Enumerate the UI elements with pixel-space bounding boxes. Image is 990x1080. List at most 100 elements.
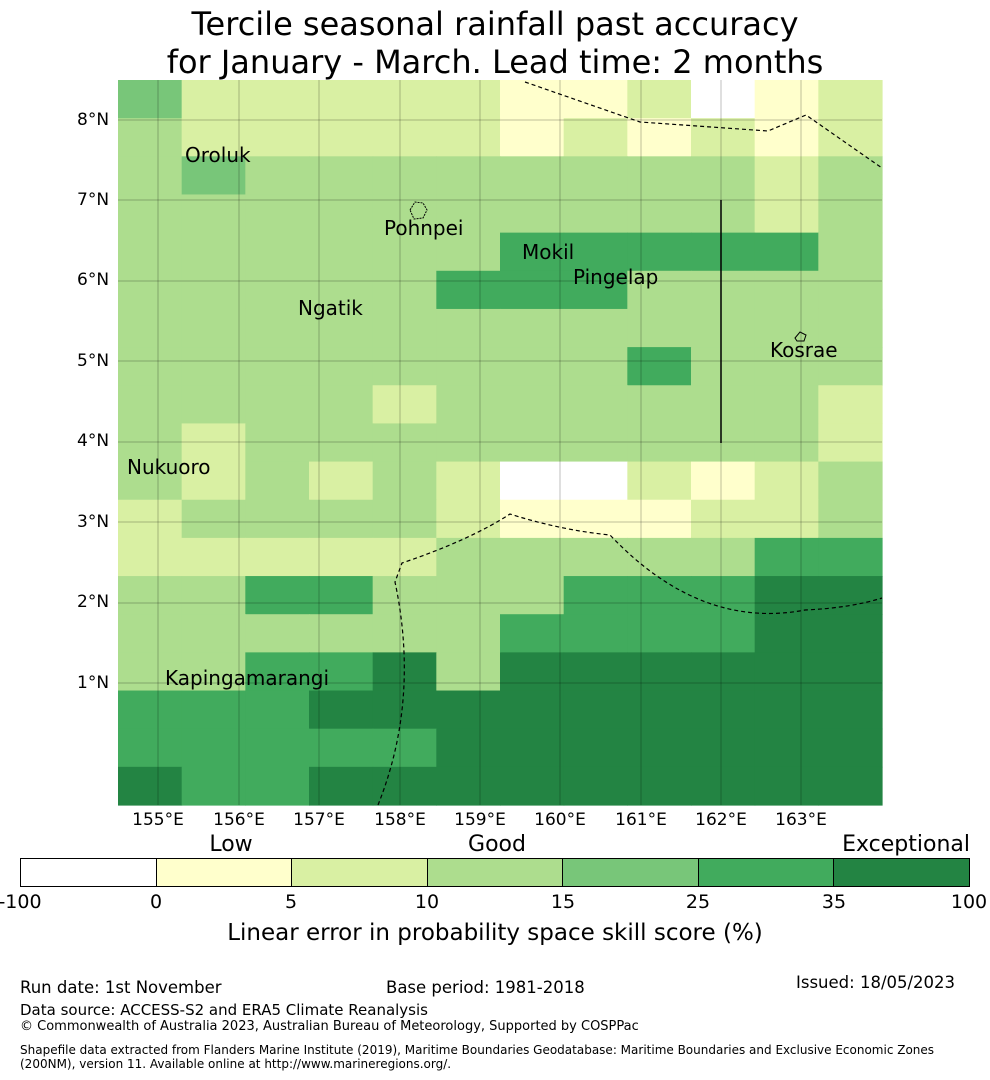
skill-cell — [691, 499, 756, 539]
skill-cell — [818, 576, 883, 615]
skill-cell — [563, 614, 628, 653]
skill-cell — [500, 156, 565, 196]
graticule — [118, 80, 882, 805]
skill-cell — [563, 347, 628, 386]
skill-cell — [181, 728, 246, 768]
skill-cell — [691, 347, 756, 386]
skill-cell — [118, 194, 183, 234]
skill-cell — [627, 232, 692, 272]
skill-cell — [627, 690, 692, 730]
place-label-oroluk: Oroluk — [185, 143, 251, 167]
chart-title-line-1: Tercile seasonal rainfall past accuracy — [191, 5, 799, 43]
skill-cell — [181, 614, 246, 653]
lat-label-3n: 3°N — [77, 512, 110, 532]
colorbar-tick: 25 — [685, 891, 711, 913]
skill-cell — [118, 308, 183, 348]
lon-label-159e: 159°E — [454, 810, 506, 830]
skill-cell — [436, 537, 501, 577]
skill-cell — [754, 308, 819, 348]
lat-label-5n: 5°N — [77, 351, 110, 371]
skill-cell — [691, 308, 756, 348]
skill-cell — [563, 728, 628, 768]
lon-label-161e: 161°E — [615, 810, 667, 830]
place-label-kapingamarangi: Kapingamarangi — [165, 666, 330, 690]
skill-cell — [436, 728, 501, 768]
skill-cell — [436, 499, 501, 539]
colorbar-bin — [563, 859, 699, 886]
skill-cell — [563, 766, 628, 806]
skill-cell — [372, 499, 437, 539]
skill-cell — [627, 576, 692, 615]
skill-cell — [500, 423, 565, 463]
skill-cell — [309, 194, 374, 234]
eez-boundary-north — [524, 81, 883, 169]
skill-cell — [500, 232, 565, 272]
place-label-mokil: Mokil — [522, 240, 575, 264]
skill-cell — [691, 690, 756, 730]
skill-cell — [372, 156, 437, 196]
skill-cell — [245, 728, 310, 768]
skill-cell — [309, 270, 374, 310]
skill-cell — [372, 461, 437, 501]
skill-cell — [500, 80, 565, 119]
skill-cell — [627, 614, 692, 653]
lon-label-157e: 157°E — [293, 810, 345, 830]
lon-label-158e: 158°E — [374, 810, 426, 830]
skill-cell — [372, 690, 437, 730]
island-outlines — [409, 201, 807, 342]
lon-label-155e: 155°E — [132, 810, 184, 830]
skill-cell — [436, 156, 501, 196]
skill-cell — [436, 308, 501, 348]
skill-cell — [436, 385, 501, 425]
skill-cell — [818, 614, 883, 653]
skill-cell — [818, 156, 883, 196]
skill-cell — [436, 347, 501, 386]
skill-cell — [627, 385, 692, 425]
skill-cell — [754, 766, 819, 806]
skill-cell — [118, 385, 183, 425]
skill-cell — [436, 652, 501, 692]
skill-cell — [754, 423, 819, 463]
skill-cell — [245, 80, 310, 119]
skill-cell — [563, 423, 628, 463]
skill-cell — [500, 576, 565, 615]
skill-cell — [563, 576, 628, 615]
lat-label-8n: 8°N — [77, 110, 110, 130]
skill-cell — [309, 614, 374, 653]
skill-cell — [118, 270, 183, 310]
skill-cell — [181, 766, 246, 806]
skill-cell — [309, 766, 374, 806]
skill-cell — [245, 499, 310, 539]
skill-cell — [181, 270, 246, 310]
skill-cell — [181, 347, 246, 386]
skill-cell — [754, 690, 819, 730]
skill-cell — [500, 499, 565, 539]
skill-cell — [818, 537, 883, 577]
skill-cell — [245, 156, 310, 196]
skill-cell — [118, 156, 183, 196]
colorbar-tick: 5 — [284, 891, 298, 913]
skill-cell — [118, 499, 183, 539]
skill-cell — [627, 652, 692, 692]
skill-cell — [691, 270, 756, 310]
skill-cell — [500, 728, 565, 768]
skill-cell — [563, 461, 628, 501]
skill-cell — [563, 308, 628, 348]
skill-cell — [436, 423, 501, 463]
skill-cell — [372, 270, 437, 310]
skill-cell — [245, 614, 310, 653]
skill-cell — [372, 728, 437, 768]
skill-cell — [818, 385, 883, 425]
skill-cell — [181, 385, 246, 425]
skill-cell — [372, 423, 437, 463]
skill-cell — [754, 194, 819, 234]
skill-cell — [245, 537, 310, 577]
category-label-good: Good — [468, 832, 526, 857]
skill-cell — [245, 194, 310, 234]
skill-cell — [563, 690, 628, 730]
place-label-pohnpei: Pohnpei — [384, 216, 464, 240]
skill-cell — [500, 614, 565, 653]
skill-cell — [818, 499, 883, 539]
skill-cell — [245, 347, 310, 386]
colorbar-tick: 0 — [149, 891, 163, 913]
